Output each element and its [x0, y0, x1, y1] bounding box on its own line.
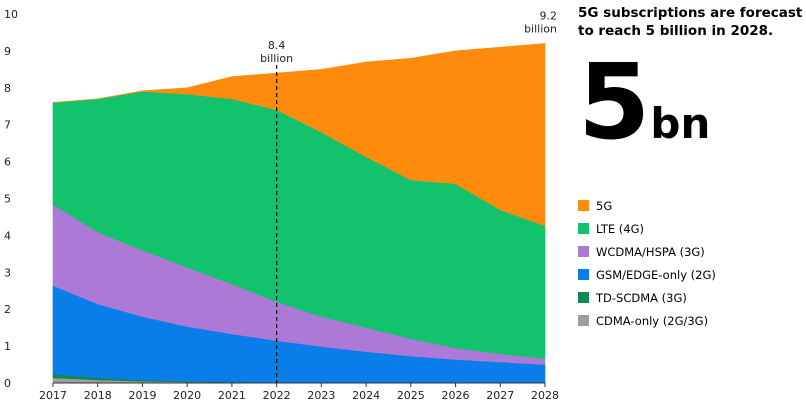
big-figure: 5bn	[578, 50, 803, 154]
y-tick-label: 9	[4, 45, 11, 58]
legend-swatch	[578, 315, 589, 326]
y-tick-label: 10	[4, 8, 18, 21]
x-tick-label: 2021	[218, 389, 246, 402]
x-tick-label: 2020	[173, 389, 201, 402]
x-tick-label: 2017	[39, 389, 67, 402]
annotation-unit: billion	[524, 23, 557, 36]
x-axis: 2017 2018 2019 2020 2021 2022 2023 2024 2025 2026…	[39, 382, 559, 402]
big-number: 5	[578, 41, 650, 163]
legend-swatch	[578, 292, 589, 303]
y-tick-label: 4	[4, 229, 11, 242]
legend-item: CDMA-only (2G/3G)	[578, 309, 716, 332]
y-tick-label: 1	[4, 340, 11, 353]
legend-item: 5G	[578, 194, 716, 217]
x-tick-label: 2026	[442, 389, 470, 402]
y-tick-label: 6	[4, 156, 11, 169]
y-tick-label: 2	[4, 303, 11, 316]
legend-item: TD-SCDMA (3G)	[578, 286, 716, 309]
y-tick-label: 3	[4, 266, 11, 279]
legend-item: GSM/EDGE-only (2G)	[578, 263, 716, 286]
stacked-area-chart: 0 1 2 3 4 5 6 7 8 9 10 2017 2018 2019 2020 2021 2022 202…	[4, 8, 559, 402]
y-tick-label: 5	[4, 193, 11, 206]
legend-swatch	[578, 200, 589, 211]
legend-item: WCDMA/HSPA (3G)	[578, 240, 716, 263]
y-axis: 0 1 2 3 4 5 6 7 8 9 10	[4, 8, 18, 390]
y-tick-label: 8	[4, 82, 11, 95]
x-tick-label: 2028	[531, 389, 559, 402]
headline: 5G subscriptions are forecast to reach 5…	[578, 5, 803, 39]
big-unit: bn	[650, 99, 711, 148]
annotation-value: 8.4	[268, 39, 286, 52]
series-areas	[52, 43, 546, 384]
legend-item: LTE (4G)	[578, 217, 716, 240]
x-tick-label: 2023	[307, 389, 335, 402]
legend: 5G LTE (4G) WCDMA/HSPA (3G) GSM/EDGE-only (…	[578, 194, 716, 332]
area-series-5	[52, 43, 546, 227]
legend-swatch	[578, 269, 589, 280]
x-tick-label: 2024	[352, 389, 380, 402]
x-tick-label: 2019	[128, 389, 156, 402]
x-tick-label: 2025	[397, 389, 425, 402]
legend-label: GSM/EDGE-only (2G)	[596, 267, 716, 282]
legend-swatch	[578, 246, 589, 257]
y-tick-label: 7	[4, 119, 11, 132]
legend-label: 5G	[596, 198, 613, 213]
legend-label: CDMA-only (2G/3G)	[596, 313, 709, 328]
annotation-unit: billion	[260, 52, 293, 65]
legend-label: TD-SCDMA (3G)	[596, 290, 687, 305]
x-tick-label: 2027	[486, 389, 514, 402]
legend-label: WCDMA/HSPA (3G)	[596, 244, 705, 259]
x-tick-label: 2018	[84, 389, 112, 402]
legend-label: LTE (4G)	[596, 221, 644, 236]
side-panel: 5G subscriptions are forecast to reach 5…	[578, 4, 803, 154]
annotation-value: 9.2	[540, 10, 558, 23]
y-tick-label: 0	[4, 377, 11, 390]
x-tick-label: 2022	[263, 389, 291, 402]
legend-swatch	[578, 223, 589, 234]
